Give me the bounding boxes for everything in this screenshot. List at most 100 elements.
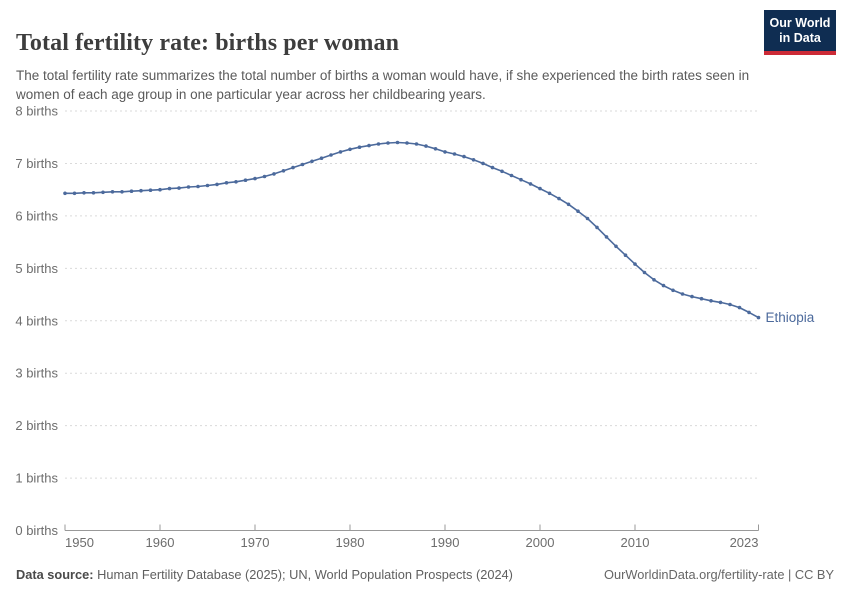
attribution-link[interactable]: OurWorldinData.org/fertility-rate | CC B…: [604, 567, 834, 582]
data-source-note[interactable]: Data source: Human Fertility Database (2…: [16, 567, 513, 582]
owid-logo-line2: in Data: [779, 31, 821, 45]
data-point: [186, 185, 191, 189]
data-point: [281, 169, 286, 173]
data-point: [357, 145, 362, 149]
fertility-line: [64, 141, 760, 319]
data-point: [642, 270, 647, 275]
data-point: [690, 294, 694, 299]
data-point: [319, 156, 324, 160]
data-point: [300, 162, 305, 167]
data-point: [72, 191, 77, 196]
data-point: [243, 178, 248, 182]
data-point: [756, 315, 761, 320]
data-point: [595, 225, 599, 230]
data-point: [63, 191, 67, 196]
data-point: [177, 186, 181, 190]
series-label-ethiopia: Ethiopia: [766, 310, 815, 325]
data-point: [747, 310, 751, 315]
x-tick-label: 2023: [730, 535, 759, 550]
data-point: [376, 142, 381, 146]
data-point: [310, 159, 314, 164]
data-point: [557, 196, 561, 201]
data-point: [538, 186, 542, 191]
data-point: [110, 190, 115, 194]
data-point: [443, 150, 447, 154]
y-tick-label: 1 births: [15, 471, 58, 486]
data-point: [253, 176, 257, 181]
data-point: [718, 300, 723, 305]
data-point: [148, 188, 153, 192]
data-point: [348, 147, 352, 152]
x-tick-label: 1960: [146, 535, 175, 550]
owid-logo[interactable]: Our World in Data: [764, 10, 836, 55]
data-point: [728, 302, 732, 307]
data-point: [262, 174, 267, 179]
data-point: [215, 182, 219, 187]
data-point: [158, 187, 162, 192]
data-point: [272, 172, 276, 176]
data-point: [139, 188, 143, 193]
data-point: [528, 182, 533, 186]
chart-footer: Data source: Human Fertility Database (2…: [16, 567, 834, 582]
data-point: [129, 189, 134, 193]
data-point: [82, 191, 86, 195]
data-point: [737, 305, 742, 310]
data-point: [699, 296, 704, 301]
data-point: [167, 186, 172, 191]
x-tick-label: 2010: [621, 535, 650, 550]
owid-logo-line1: Our World: [769, 16, 831, 30]
data-point: [291, 165, 295, 170]
data-point: [671, 288, 675, 293]
data-point: [329, 153, 333, 157]
data-point: [462, 154, 466, 159]
data-point: [471, 158, 476, 162]
y-tick-label: 6 births: [15, 208, 58, 223]
chart-subtitle: The total fertility rate summarizes the …: [16, 67, 750, 103]
data-point: [433, 147, 438, 151]
data-point: [652, 278, 656, 282]
x-tick-label: 1970: [241, 535, 270, 550]
data-point: [680, 292, 685, 296]
data-source-text: Human Fertility Database (2025); UN, Wor…: [93, 567, 513, 582]
data-point: [661, 283, 666, 288]
y-tick-label: 5 births: [15, 261, 58, 276]
data-point: [405, 141, 409, 145]
data-point: [547, 191, 552, 196]
data-point: [452, 152, 457, 156]
data-source-label: Data source:: [16, 567, 94, 582]
data-point: [585, 216, 590, 221]
data-point: [490, 165, 495, 170]
data-point: [604, 235, 609, 239]
data-point: [576, 209, 580, 213]
data-point: [500, 169, 504, 174]
data-point: [623, 253, 628, 257]
data-point: [386, 141, 390, 145]
x-tick-label: 1980: [336, 535, 365, 550]
data-point: [509, 173, 514, 178]
data-point: [91, 191, 96, 195]
page-title: Total fertility rate: births per woman: [16, 30, 400, 57]
y-tick-label: 0 births: [15, 523, 58, 538]
y-tick-label: 3 births: [15, 366, 58, 381]
y-tick-label: 8 births: [15, 104, 58, 119]
y-tick-label: 4 births: [15, 313, 58, 328]
data-point: [367, 143, 371, 148]
data-point: [196, 184, 200, 189]
data-point: [224, 181, 229, 185]
data-point: [614, 244, 618, 249]
data-point: [205, 183, 210, 188]
x-tick-label: 2000: [526, 535, 555, 550]
data-point: [633, 262, 637, 266]
data-point: [424, 144, 428, 148]
x-tick-label: 1990: [431, 535, 460, 550]
data-point: [519, 177, 523, 182]
data-point: [234, 180, 238, 184]
data-point: [101, 190, 105, 195]
data-point: [481, 161, 485, 166]
data-point: [709, 299, 713, 303]
data-point: [338, 150, 343, 154]
data-point: [395, 140, 400, 145]
data-point: [566, 202, 571, 207]
